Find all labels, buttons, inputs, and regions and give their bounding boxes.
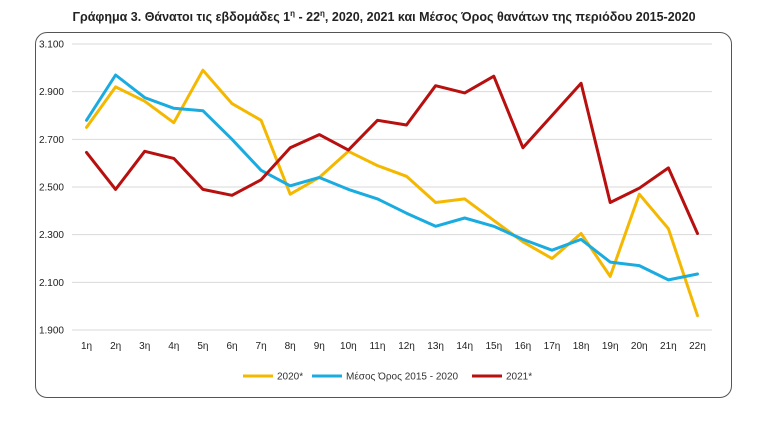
x-tick-label: 16η (515, 341, 532, 352)
x-tick-label: 19η (602, 341, 619, 352)
x-tick-label: 12η (398, 341, 415, 352)
x-tick-label: 1η (81, 341, 92, 352)
x-tick-label: 2η (110, 341, 121, 352)
x-tick-label: 20η (631, 341, 648, 352)
legend-label: Μέσος Όρος 2015 - 2020 (346, 371, 459, 383)
y-tick-label: 2.700 (39, 135, 64, 146)
x-tick-label: 6η (226, 341, 237, 352)
x-axis-ticks: 1η 2η 3η 4η 5η 6η 7η 8η 9η 10η 11η 12η 13η 14η 15η 16η 1… (81, 341, 706, 352)
series-line-3 (85, 74, 699, 235)
x-tick-label: 9η (314, 341, 325, 352)
x-tick-label: 18η (573, 341, 590, 352)
series-line-1 (85, 68, 699, 318)
y-tick-label: 2.100 (39, 278, 64, 289)
x-tick-label: 15η (485, 341, 502, 352)
x-tick-label: 13η (427, 341, 444, 352)
y-tick-label: 2.500 (39, 183, 64, 194)
series-lines (85, 68, 699, 318)
x-tick-label: 8η (285, 341, 296, 352)
legend-label: 2020* (277, 372, 303, 383)
x-tick-label: 3η (139, 341, 150, 352)
x-tick-label: 5η (197, 341, 208, 352)
x-tick-label: 21η (660, 341, 677, 352)
x-tick-label: 7η (256, 341, 267, 352)
y-tick-label: 2.300 (39, 230, 64, 241)
gridlines (72, 43, 712, 331)
chart-title: Γράφημα 3. Θάνατοι τις εβδομάδες 1η - 22… (72, 9, 696, 25)
x-tick-label: 22η (689, 341, 706, 352)
y-tick-label: 1.900 (39, 326, 64, 337)
x-tick-label: 4η (168, 341, 179, 352)
x-tick-label: 10η (340, 341, 357, 352)
chart-frame (35, 32, 732, 398)
legend-label: 2021* (506, 372, 532, 383)
series-line-2 (85, 73, 699, 282)
x-tick-label: 17η (544, 341, 561, 352)
y-tick-label: 2.900 (39, 87, 64, 98)
x-tick-label: 14η (456, 341, 473, 352)
x-tick-label: 11η (369, 341, 385, 352)
y-tick-label: 3.100 (39, 40, 64, 51)
y-axis-ticks: 1.900 2.100 2.300 2.500 2.700 2.900 3.100 (39, 40, 64, 337)
legend: 2020* Μέσος Όρος 2015 - 2020 2021* (243, 371, 532, 383)
